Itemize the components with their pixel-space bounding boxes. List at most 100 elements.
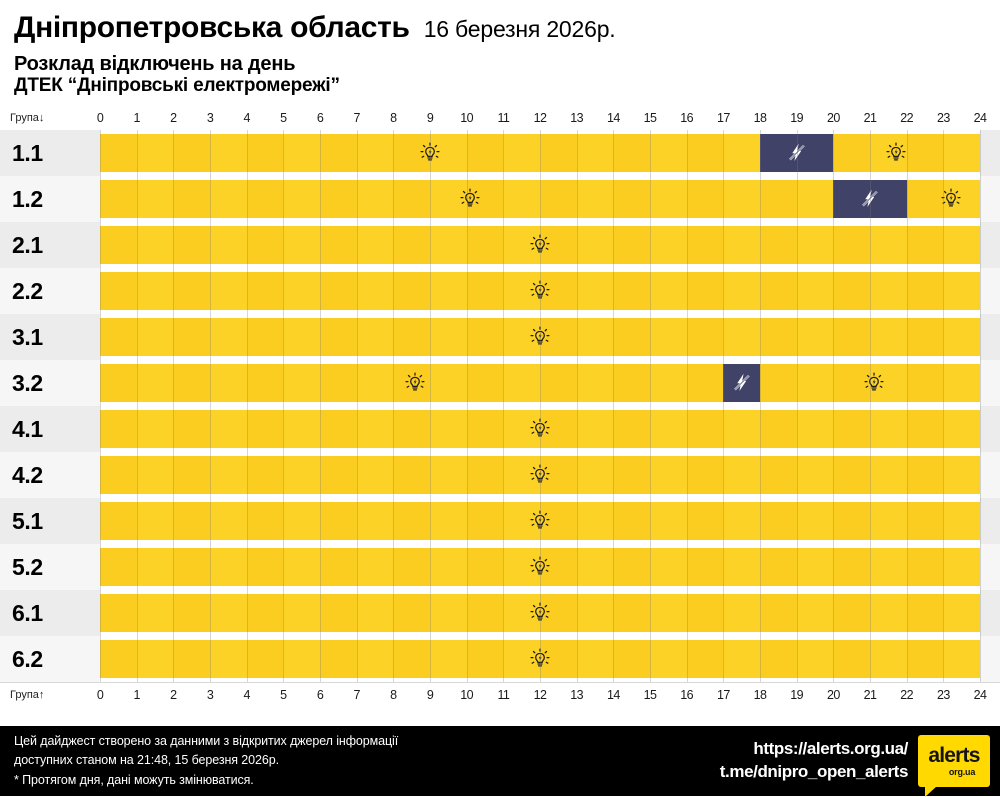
row-track-tail — [980, 314, 1000, 361]
hour-gridline — [943, 498, 945, 545]
hour-shade — [760, 410, 797, 449]
hour-shade — [540, 548, 577, 587]
hour-gridline — [173, 636, 175, 683]
hour-shade — [100, 502, 137, 541]
hour-gridline — [980, 544, 981, 591]
alerts-logo[interactable]: alerts org.ua — [918, 735, 990, 797]
hour-shade — [320, 180, 357, 219]
hour-shade — [833, 548, 870, 587]
hour-shade — [686, 226, 724, 265]
axis-tick: 7 — [353, 688, 360, 703]
axis-tick: 17 — [716, 688, 730, 703]
hour-gridline — [393, 176, 395, 223]
bulb-icon — [530, 556, 550, 578]
hour-gridline — [686, 636, 688, 683]
hour-shade — [393, 134, 430, 173]
outage-block[interactable] — [833, 180, 907, 219]
hour-gridline — [503, 544, 505, 591]
hour-gridline — [943, 590, 945, 637]
hour-shade — [173, 134, 210, 173]
hour-gridline — [246, 130, 248, 177]
hour-shade — [320, 364, 357, 403]
hour-gridline — [650, 130, 651, 177]
hour-shade — [393, 640, 430, 679]
hour-gridline — [393, 406, 395, 453]
hour-gridline — [320, 498, 321, 545]
hour-gridline — [466, 314, 468, 361]
hour-gridline — [686, 590, 688, 637]
hour-shade — [100, 410, 137, 449]
hour-gridline — [466, 452, 468, 499]
outage-block[interactable] — [760, 134, 834, 173]
footer-link-website[interactable]: https://alerts.org.ua/ — [753, 739, 908, 759]
axis-tick: 3 — [206, 688, 214, 703]
hour-gridline — [356, 314, 358, 361]
hour-gridline — [356, 406, 358, 453]
hour-gridline — [943, 222, 945, 269]
axis-tick: 5 — [280, 111, 287, 126]
hour-gridline — [136, 636, 138, 683]
axis-tick: 7 — [353, 111, 360, 126]
hour-gridline — [613, 360, 615, 407]
outage-block[interactable] — [723, 364, 760, 403]
hour-gridline — [613, 268, 615, 315]
hour-shade — [686, 502, 724, 541]
page-footer: Цей дайджест створено за данними з відкр… — [0, 726, 1000, 797]
hour-gridline — [173, 176, 175, 223]
bulb-icon — [864, 372, 884, 394]
hour-gridline — [943, 268, 945, 315]
hour-gridline — [686, 268, 688, 315]
hour-gridline — [980, 452, 981, 499]
row-track-tail — [980, 636, 1000, 683]
hour-gridline — [870, 130, 871, 177]
hour-gridline — [100, 222, 101, 269]
footer-note-line-2: доступних станом на 21:48, 15 березня 20… — [14, 753, 279, 768]
hour-gridline — [210, 636, 211, 683]
hour-shade — [613, 134, 650, 173]
hour-gridline — [210, 360, 211, 407]
axis-tick: 14 — [606, 111, 620, 126]
group-label: 1.2 — [0, 176, 100, 223]
hour-gridline — [796, 498, 798, 545]
footer-disclaimer: Цей дайджест створено за данними з відкр… — [14, 732, 398, 790]
hour-gridline — [870, 176, 871, 223]
hour-gridline — [686, 222, 688, 269]
hour-gridline — [320, 176, 321, 223]
footer-link-telegram[interactable]: t.me/dnipro_open_alerts — [719, 762, 909, 781]
hour-gridline — [173, 406, 175, 453]
hour-gridline — [246, 314, 248, 361]
hour-gridline — [430, 544, 431, 591]
hour-gridline — [686, 314, 688, 361]
hour-gridline — [723, 498, 725, 545]
hour-gridline — [613, 406, 615, 453]
hour-gridline — [320, 590, 321, 637]
hour-gridline — [796, 360, 798, 407]
hour-gridline — [833, 452, 835, 499]
hour-gridline — [430, 406, 431, 453]
hour-gridline — [576, 452, 578, 499]
hour-gridline — [283, 314, 285, 361]
hour-shade — [833, 272, 870, 311]
hour-gridline — [613, 222, 615, 269]
axis-tick: 18 — [753, 688, 767, 703]
hour-shade — [393, 318, 430, 357]
schedule-row: 3.2 — [0, 360, 1000, 407]
hour-shade — [100, 548, 137, 587]
hour-gridline — [173, 130, 175, 177]
axis-tick: 19 — [790, 688, 804, 703]
hour-gridline — [576, 268, 578, 315]
hour-gridline — [393, 314, 395, 361]
hour-gridline — [796, 176, 798, 223]
title-row: Дніпропетровська область 16 березня 2026… — [14, 12, 1000, 44]
hour-shade — [393, 272, 430, 311]
axis-tick: 19 — [790, 111, 804, 126]
hour-shade — [613, 548, 650, 587]
hour-gridline — [980, 222, 981, 269]
hour-gridline — [100, 130, 101, 177]
hour-gridline — [943, 130, 945, 177]
hour-gridline — [320, 268, 321, 315]
hour-gridline — [136, 176, 138, 223]
hour-gridline — [100, 452, 101, 499]
hour-gridline — [173, 590, 175, 637]
bulb-icon — [530, 280, 550, 302]
